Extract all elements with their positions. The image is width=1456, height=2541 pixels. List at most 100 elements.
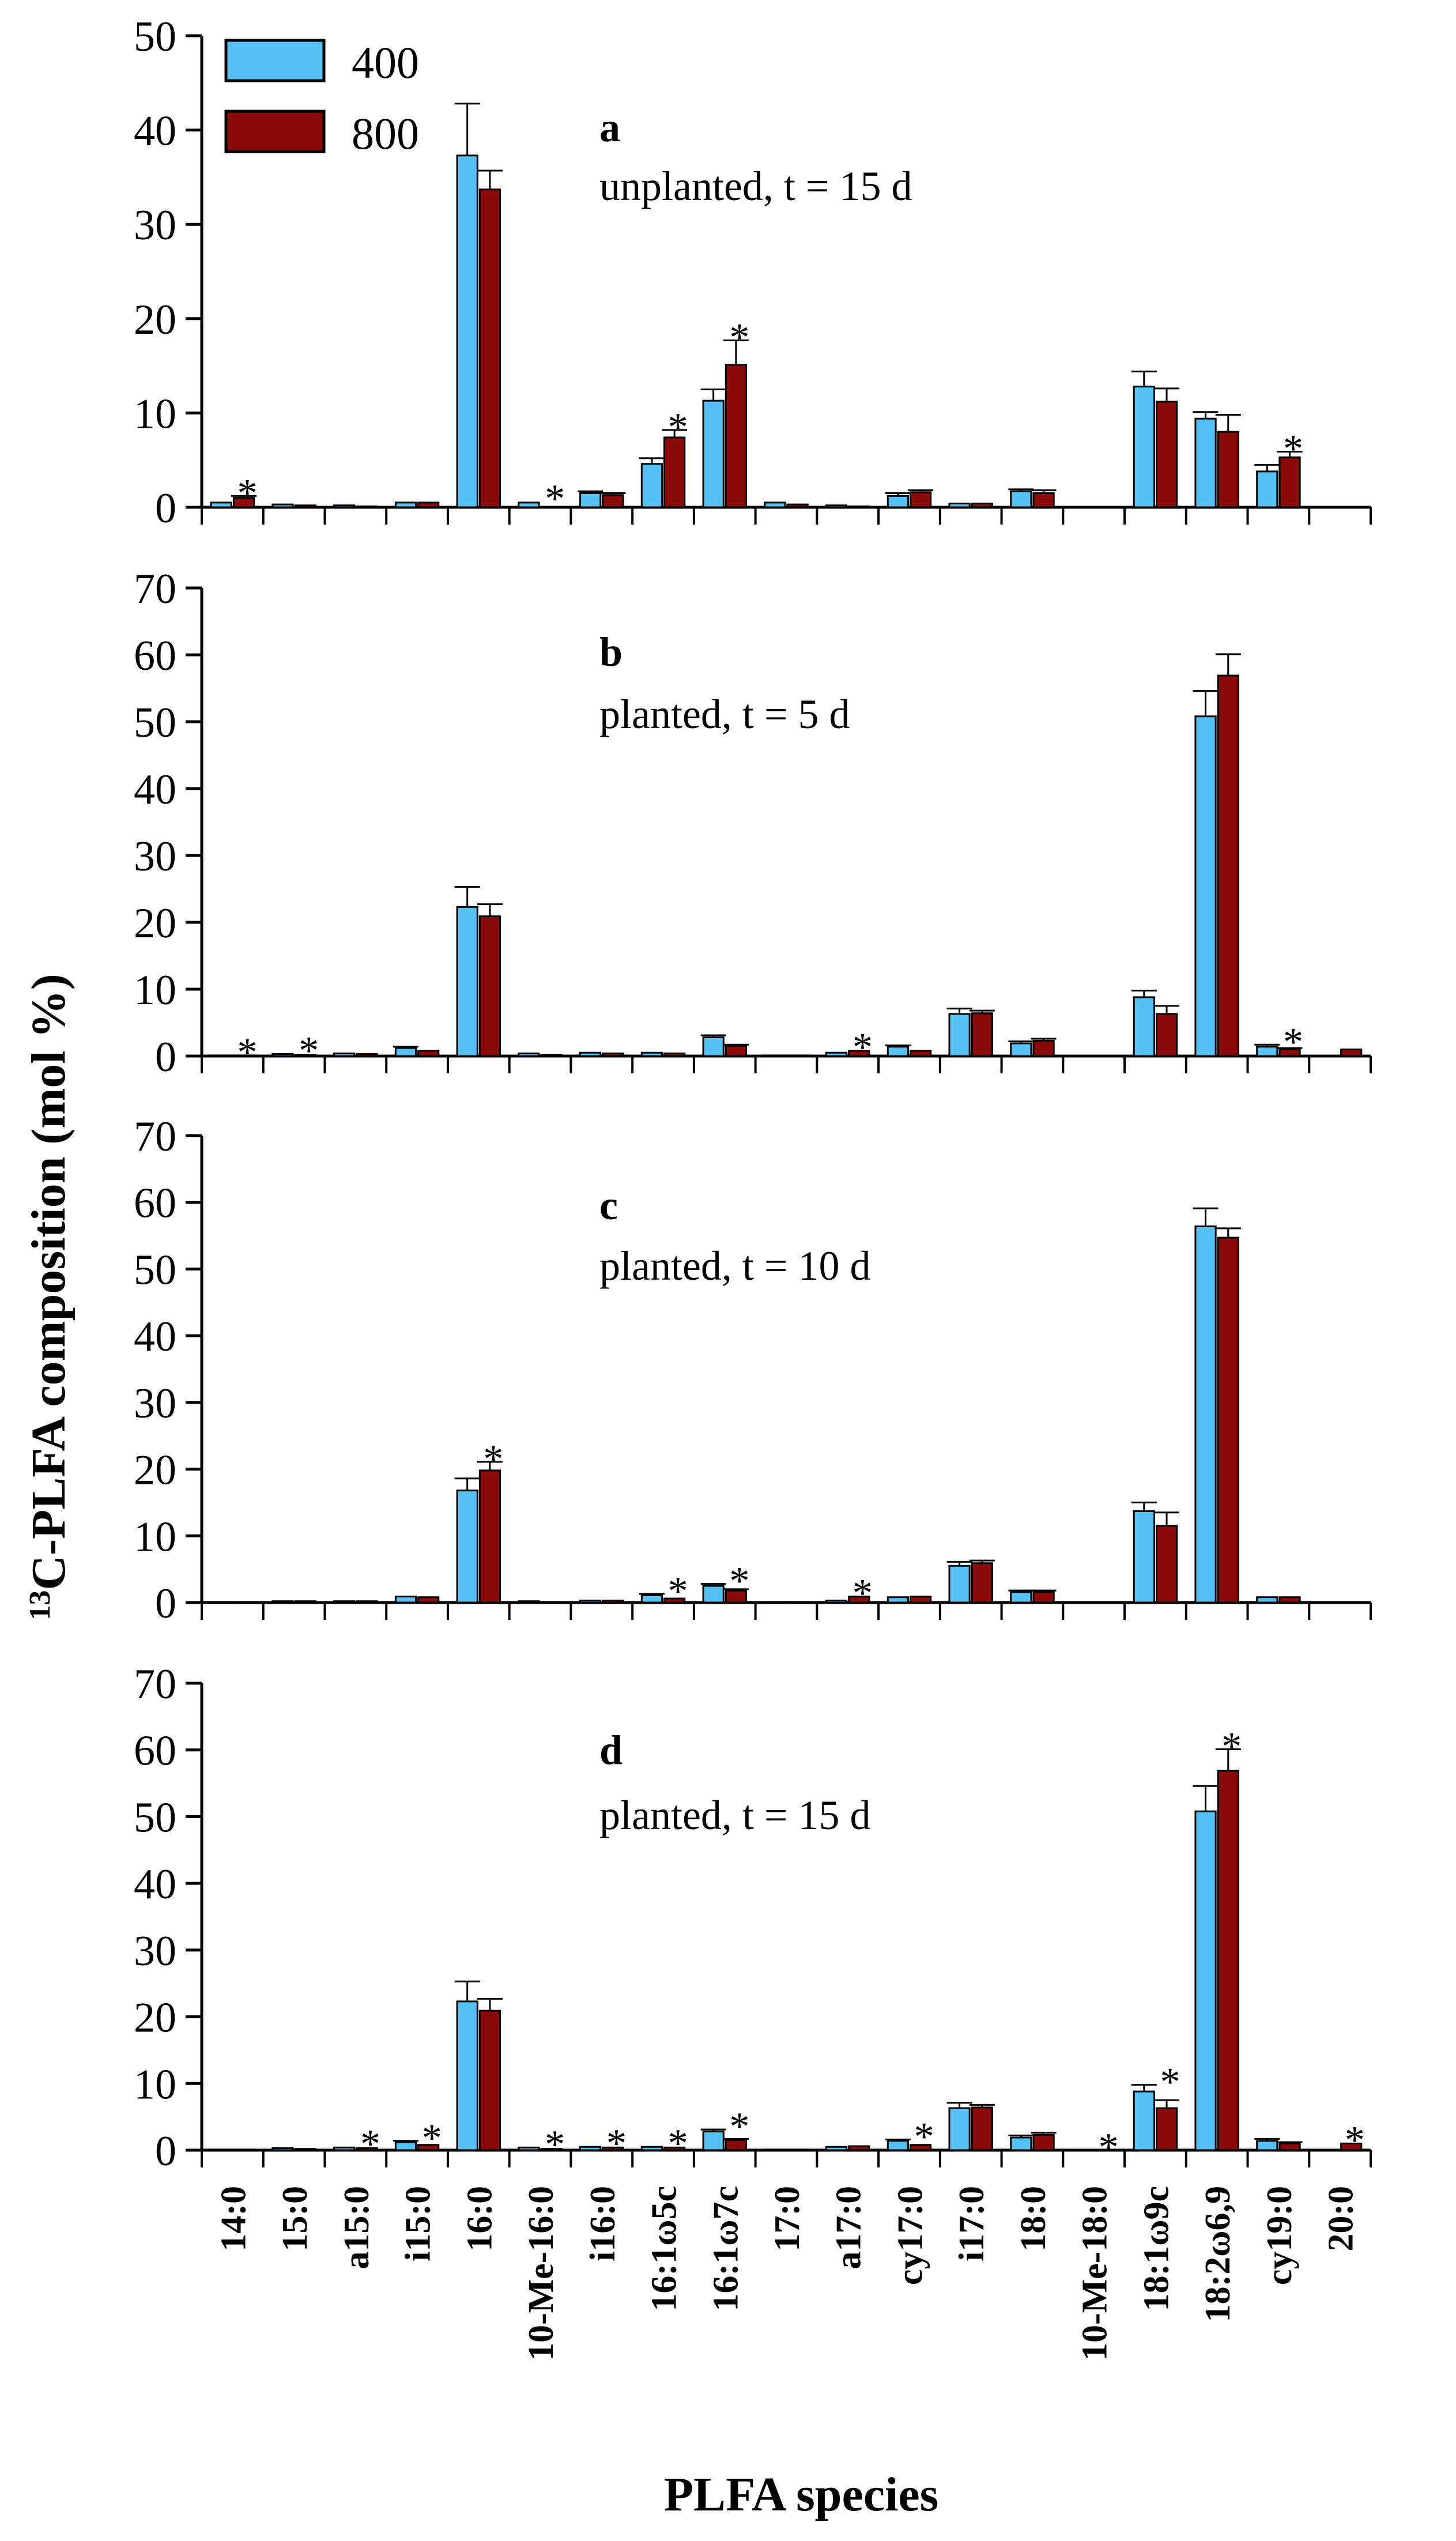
significance-star: * — [606, 2121, 627, 2166]
bar-b-18-1w9c-800 — [1155, 1013, 1178, 1057]
bar-b-cy19-0-400 — [1256, 1046, 1278, 1057]
y-tick-label: 60 — [134, 1728, 176, 1775]
bar-b-a15-0-800 — [356, 1053, 378, 1057]
bar-d-16-0-800 — [478, 2010, 501, 2151]
bar-d-a15-0-400 — [333, 2146, 356, 2151]
significance-star: * — [668, 1569, 688, 1613]
category-label-i16-0: i16:0 — [583, 2186, 623, 2261]
category-label-cy17-0: cy17:0 — [891, 2186, 930, 2285]
y-tick-label: 50 — [134, 1794, 176, 1841]
y-tick-label: 50 — [134, 699, 176, 747]
bar-a-a15-0-400 — [333, 504, 356, 508]
y-tick-label: 30 — [134, 202, 176, 249]
bar-d-18-0-800 — [1032, 2133, 1055, 2151]
bar-d-16-1w7c-400 — [702, 2131, 725, 2151]
bar-c-a17-0-400 — [825, 1600, 848, 1604]
y-tick-label: 40 — [134, 1313, 176, 1360]
significance-star: * — [914, 2114, 934, 2159]
y-tick-label: 70 — [134, 1113, 176, 1160]
significance-star: * — [1221, 1725, 1242, 1769]
bar-c-cy17-0-800 — [909, 1596, 932, 1604]
chart-panels: 0 10 20 30 40 50 * * * * * a unplanted, t = 15 d 0 10 2… — [134, 13, 1372, 2361]
panel-letter: b — [599, 629, 623, 675]
bar-c-16-1w7c-400 — [702, 1585, 725, 1604]
category-label-18-1w9c: 18:1ω9c — [1137, 2186, 1176, 2311]
bar-a-i16-0-400 — [579, 492, 602, 508]
bar-b-16-0-400 — [456, 906, 478, 1057]
panel-subtitle: planted, t = 15 d — [599, 1792, 871, 1838]
bar-d-18-2w6-9-400 — [1194, 1810, 1217, 2151]
bar-c-a15-0-400 — [333, 1600, 356, 1604]
bar-c-i17-0-400 — [948, 1564, 971, 1604]
bar-a-cy19-0-400 — [1256, 470, 1278, 508]
bar-a-15-0-400 — [271, 503, 294, 508]
bar-d-16-1w5c-400 — [640, 2146, 663, 2151]
bar-b-cy17-0-400 — [887, 1046, 909, 1057]
bar-b-a17-0-400 — [825, 1051, 848, 1057]
bar-a-14-0-400 — [210, 502, 232, 508]
bar-b-17-0-800 — [786, 1054, 809, 1057]
bar-c-14-0-800 — [232, 1601, 255, 1604]
bar-c-i16-0-800 — [602, 1600, 624, 1604]
bar-b-16-0-800 — [478, 915, 501, 1057]
bar-b-18-2w6-9-800 — [1217, 674, 1239, 1057]
bar-c-17-0-400 — [764, 1601, 786, 1604]
bar-c-16-0-400 — [456, 1490, 478, 1604]
bar-b-15-0-400 — [271, 1053, 294, 1057]
category-label-cy19-0: cy19:0 — [1260, 2186, 1299, 2285]
significance-star: * — [545, 2122, 565, 2167]
bar-a-17-0-400 — [764, 502, 786, 508]
bar-c-14-0-400 — [210, 1601, 232, 1604]
category-label-i17-0: i17:0 — [952, 2186, 991, 2261]
category-label-17-0: 17:0 — [768, 2186, 807, 2252]
panel-subtitle: planted, t = 5 d — [599, 691, 850, 737]
y-tick-label: 0 — [155, 1580, 176, 1627]
bar-a-a17-0-800 — [848, 505, 870, 508]
category-label-a15-0: a15:0 — [337, 2186, 376, 2269]
bar-b-20-0-800 — [1340, 1048, 1363, 1057]
bar-d-a17-0-400 — [825, 2146, 848, 2151]
bar-a-18-1w9c-400 — [1133, 386, 1155, 508]
bar-d-cy17-0-800 — [909, 2144, 932, 2151]
panel-a: 0 10 20 30 40 50 * * * * * a unplanted, t = 15 d — [134, 13, 1372, 532]
significance-star: * — [1099, 2125, 1119, 2170]
panel-letter: c — [599, 1182, 618, 1228]
significance-star: * — [237, 471, 257, 515]
y-tick-label: 0 — [155, 485, 176, 532]
bar-a-18-2w6-9-400 — [1194, 417, 1217, 508]
y-tick-label: 40 — [134, 1861, 176, 1908]
bar-d-cy17-0-400 — [887, 2140, 909, 2151]
bar-b-i17-0-800 — [971, 1012, 993, 1057]
significance-star: * — [483, 1437, 503, 1481]
bar-a-cy17-0-800 — [909, 491, 932, 508]
significance-star: * — [668, 2121, 688, 2166]
bar-c-10-me-16-0-800 — [540, 1601, 563, 1604]
bar-a-i15-0-400 — [394, 502, 417, 508]
bar-a-17-0-800 — [786, 503, 809, 508]
bar-a-18-0-400 — [1010, 490, 1032, 508]
bar-c-18-2w6-9-800 — [1217, 1236, 1239, 1604]
bar-a-16-1w5c-400 — [640, 463, 663, 508]
bar-a-10-me-16-0-400 — [518, 502, 540, 508]
bar-b-10-me-16-0-800 — [540, 1054, 563, 1057]
bar-a-16-1w7c-800 — [725, 364, 747, 508]
bar-a-18-1w9c-800 — [1155, 401, 1178, 508]
y-tick-label: 30 — [134, 833, 176, 880]
bar-b-16-1w5c-800 — [663, 1052, 686, 1057]
significance-star: * — [853, 1026, 873, 1070]
bar-d-cy19-0-800 — [1278, 2142, 1301, 2151]
y-axis-title: 13C-PLFA composition (mol %) — [22, 974, 76, 1620]
bar-a-i17-0-800 — [971, 502, 993, 508]
y-tick-label: 60 — [134, 632, 176, 680]
bar-b-16-1w7c-400 — [702, 1036, 725, 1057]
significance-star: * — [1283, 1020, 1303, 1064]
bar-c-18-1w9c-400 — [1133, 1510, 1155, 1604]
y-tick-label: 30 — [134, 1928, 176, 1975]
y-tick-label: 0 — [155, 2128, 176, 2175]
bar-b-a17-0-800 — [848, 1050, 870, 1057]
bar-b-15-0-800 — [294, 1054, 316, 1057]
x-axis-title: PLFA species — [664, 2468, 939, 2521]
bar-b-cy17-0-800 — [909, 1050, 932, 1057]
category-label-16-0: 16:0 — [460, 2186, 499, 2252]
